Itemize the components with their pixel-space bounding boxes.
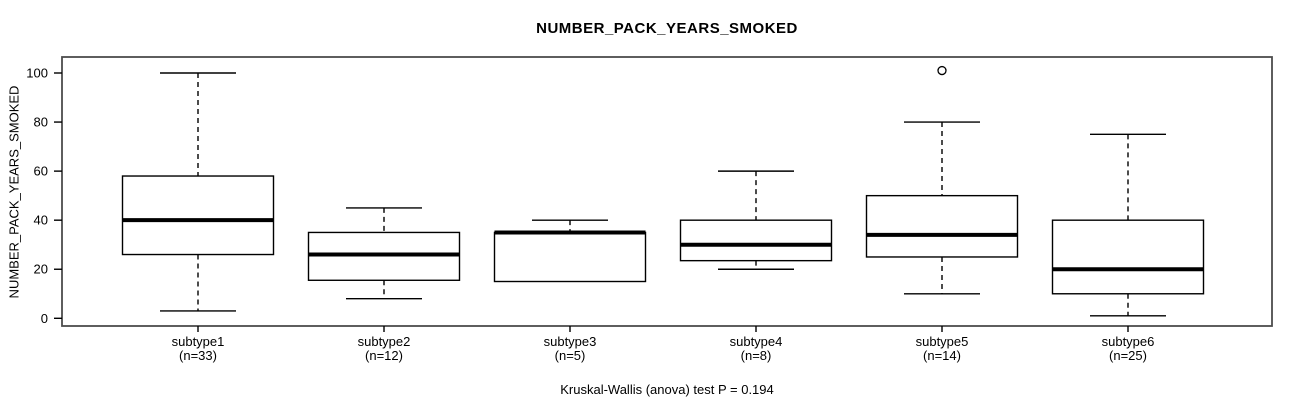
- x-category-n: (n=5): [555, 348, 586, 363]
- box-subtype6: [1051, 219, 1205, 295]
- plot-frame: [61, 56, 1273, 327]
- box-subtype4: [679, 219, 833, 262]
- x-category-n: (n=25): [1109, 348, 1147, 363]
- x-category-n: (n=8): [741, 348, 772, 363]
- y-tick-label: 60: [34, 164, 48, 179]
- y-tick-label: 100: [26, 66, 48, 81]
- x-category-n: (n=33): [179, 348, 217, 363]
- x-category-label: subtype4: [730, 334, 783, 349]
- x-category-label: subtype6: [1102, 334, 1155, 349]
- x-category-label: subtype5: [916, 334, 969, 349]
- x-category-label: subtype2: [358, 334, 411, 349]
- y-tick-label: 0: [41, 311, 48, 326]
- chart-title: NUMBER_PACK_YEARS_SMOKED: [536, 20, 798, 37]
- kruskal-wallis-note: Kruskal-Wallis (anova) test P = 0.194: [560, 382, 774, 397]
- x-category-label: subtype3: [544, 334, 597, 349]
- y-tick-label: 20: [34, 262, 48, 277]
- x-category-n: (n=14): [923, 348, 961, 363]
- box-subtype5: [865, 194, 1019, 258]
- box-subtype3: [493, 231, 647, 283]
- outlier-subtype5: [937, 65, 947, 76]
- x-category-n: (n=12): [365, 348, 403, 363]
- y-tick-label: 80: [34, 115, 48, 130]
- y-tick-label: 40: [34, 213, 48, 228]
- x-category-label: subtype1: [172, 334, 225, 349]
- box-subtype1: [121, 175, 275, 256]
